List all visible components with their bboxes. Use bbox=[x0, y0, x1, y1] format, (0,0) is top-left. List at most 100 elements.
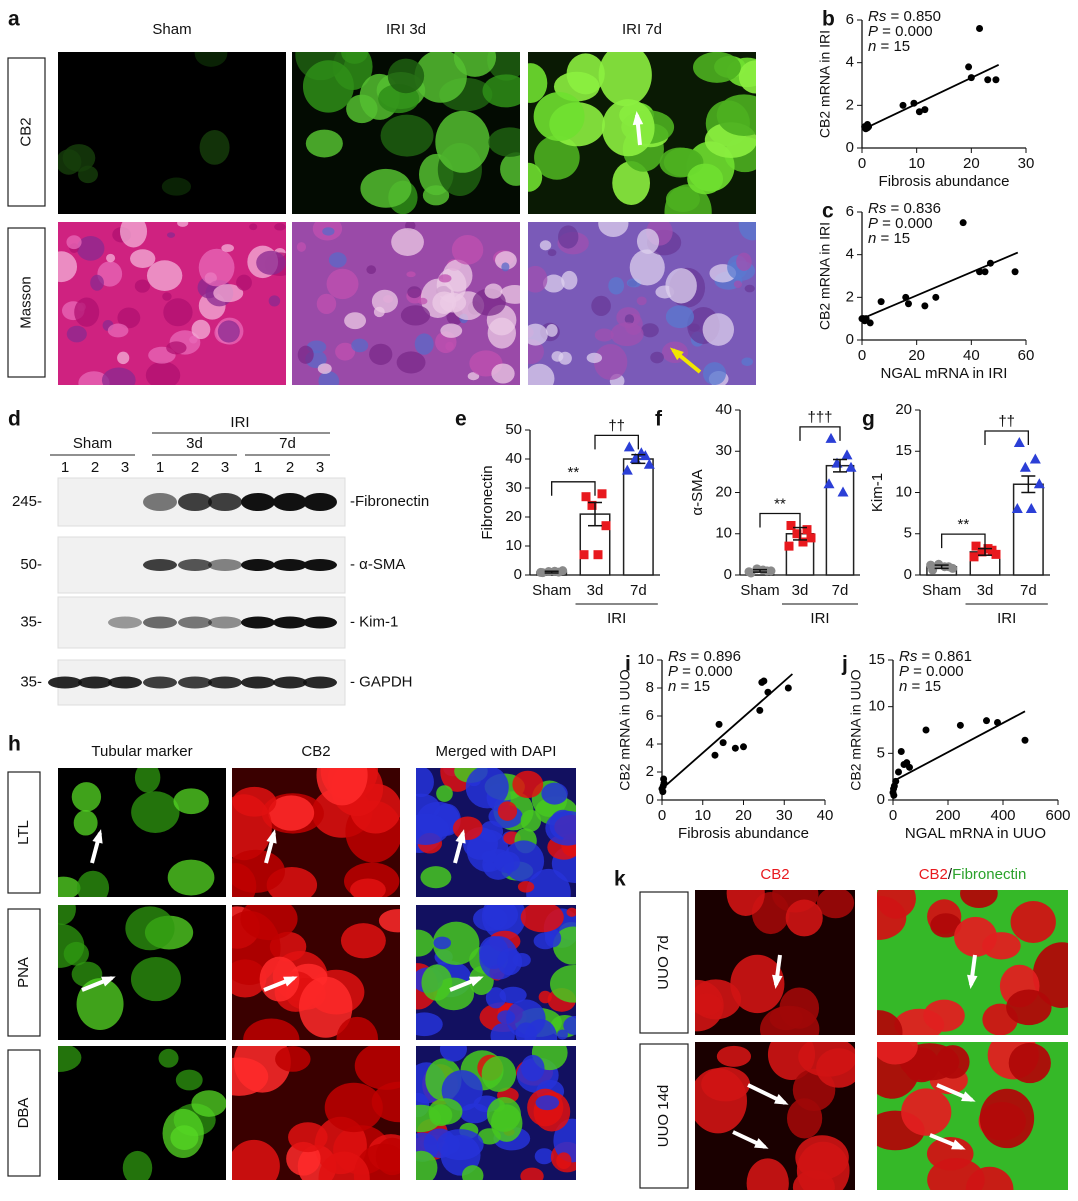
arrow-head bbox=[92, 829, 103, 844]
y-tick-label: 10 bbox=[505, 537, 522, 554]
tissue-blob bbox=[199, 130, 230, 165]
tissue-blob bbox=[786, 1098, 823, 1139]
arrow-head bbox=[967, 974, 978, 989]
tissue-blob bbox=[542, 274, 565, 293]
data-point bbox=[976, 25, 984, 33]
data-point bbox=[956, 721, 964, 729]
tissue-blob bbox=[378, 909, 400, 933]
blot-band bbox=[178, 676, 212, 689]
blot-band bbox=[143, 493, 177, 511]
significance-bracket bbox=[759, 512, 801, 528]
micrograph bbox=[58, 905, 226, 1040]
blot-band bbox=[241, 559, 275, 571]
micrograph bbox=[232, 905, 400, 1040]
panel-letter: i bbox=[625, 653, 631, 676]
tissue-blob bbox=[445, 341, 454, 351]
stat-symbol: Rs bbox=[899, 648, 918, 665]
stat-value: = 0.000 bbox=[909, 663, 964, 680]
tissue-blob bbox=[322, 227, 335, 236]
tissue-blob bbox=[58, 1046, 82, 1072]
column-header: CB2 bbox=[760, 866, 789, 883]
tissue-blob bbox=[930, 913, 962, 938]
row-label: LTL bbox=[15, 820, 32, 845]
tissue-blob bbox=[340, 923, 386, 959]
tissue-blob bbox=[316, 768, 368, 806]
data-point bbox=[536, 567, 546, 577]
panel-letter: h bbox=[8, 733, 21, 756]
tissue-blob bbox=[481, 1056, 517, 1092]
y-tick-label: 0 bbox=[877, 791, 885, 808]
data-point bbox=[597, 489, 607, 499]
x-tick-label: 10 bbox=[694, 807, 711, 824]
data-point bbox=[744, 567, 754, 577]
x-tick-label: 7d bbox=[630, 582, 647, 599]
y-tick-label: 0 bbox=[846, 139, 854, 156]
blot-band bbox=[48, 676, 82, 689]
tissue-blob bbox=[716, 94, 756, 136]
y-tick-label: 2 bbox=[846, 96, 854, 113]
blot-band bbox=[273, 616, 307, 629]
significance-label: †† bbox=[608, 417, 625, 434]
tissue-blob bbox=[422, 185, 450, 206]
stat-annotation: P = 0.000 bbox=[868, 23, 933, 40]
y-tick-label: 50 bbox=[505, 421, 522, 438]
micrograph bbox=[416, 768, 576, 897]
x-tick-label: 30 bbox=[776, 807, 793, 824]
tissue-blob bbox=[344, 312, 367, 330]
row-label: UUO 7d bbox=[655, 935, 672, 989]
stat-value: = 15 bbox=[876, 230, 910, 247]
stat-symbol: n bbox=[899, 678, 907, 695]
tissue-blob bbox=[923, 999, 965, 1032]
tissue-blob bbox=[506, 999, 546, 1038]
tissue-blob bbox=[107, 323, 129, 338]
data-point bbox=[659, 788, 667, 796]
tissue-blob bbox=[538, 990, 552, 1004]
row-label: DBA bbox=[15, 1098, 32, 1129]
data-point bbox=[731, 744, 739, 752]
y-tick-label: 30 bbox=[715, 442, 732, 459]
stat-symbol: n bbox=[868, 38, 876, 55]
tissue-blob bbox=[336, 1016, 379, 1040]
micrograph bbox=[695, 890, 855, 1035]
tissue-blob bbox=[593, 344, 628, 381]
y-tick-label: 6 bbox=[846, 11, 854, 28]
blot-band bbox=[208, 676, 242, 689]
tissue-blob bbox=[738, 60, 756, 94]
fit-line bbox=[861, 63, 1000, 131]
column-header-part: CB2 bbox=[760, 866, 789, 883]
data-point bbox=[837, 486, 849, 497]
tissue-blob bbox=[161, 177, 192, 196]
tissue-blob bbox=[528, 339, 544, 365]
tissue-blob bbox=[563, 1015, 576, 1035]
fit-line bbox=[661, 673, 793, 790]
tissue-blob bbox=[351, 338, 369, 353]
tissue-blob bbox=[730, 954, 785, 1014]
x-tick-label: 20 bbox=[735, 807, 752, 824]
tissue-blob bbox=[268, 295, 281, 307]
column-header: CB2/Fibronectin bbox=[919, 866, 1027, 883]
data-point bbox=[877, 298, 885, 306]
y-tick-label: 0 bbox=[514, 566, 522, 583]
y-tick-label: 15 bbox=[868, 651, 885, 668]
panel-letter: g bbox=[862, 408, 875, 431]
tissue-blob bbox=[78, 371, 110, 385]
tissue-blob bbox=[520, 809, 542, 832]
lane-number: 2 bbox=[191, 459, 199, 476]
tissue-blob bbox=[58, 251, 78, 283]
tissue-blob bbox=[243, 1018, 300, 1040]
data-point bbox=[719, 739, 727, 747]
tissue-blob bbox=[354, 1046, 400, 1090]
x-tick-label: Sham bbox=[922, 582, 961, 599]
data-point bbox=[1021, 736, 1029, 744]
tissue-blob bbox=[491, 363, 515, 384]
tissue-blob bbox=[695, 993, 723, 1016]
tissue-blob bbox=[436, 785, 453, 802]
micrograph bbox=[58, 1046, 226, 1180]
mw-marker: 50- bbox=[20, 556, 42, 573]
x-tick-label: 40 bbox=[963, 347, 980, 364]
tissue-blob bbox=[877, 890, 916, 919]
x-tick-label: 0 bbox=[889, 807, 897, 824]
tissue-blob bbox=[488, 917, 502, 928]
lane-number: 2 bbox=[91, 459, 99, 476]
significance-label: ** bbox=[957, 516, 969, 533]
